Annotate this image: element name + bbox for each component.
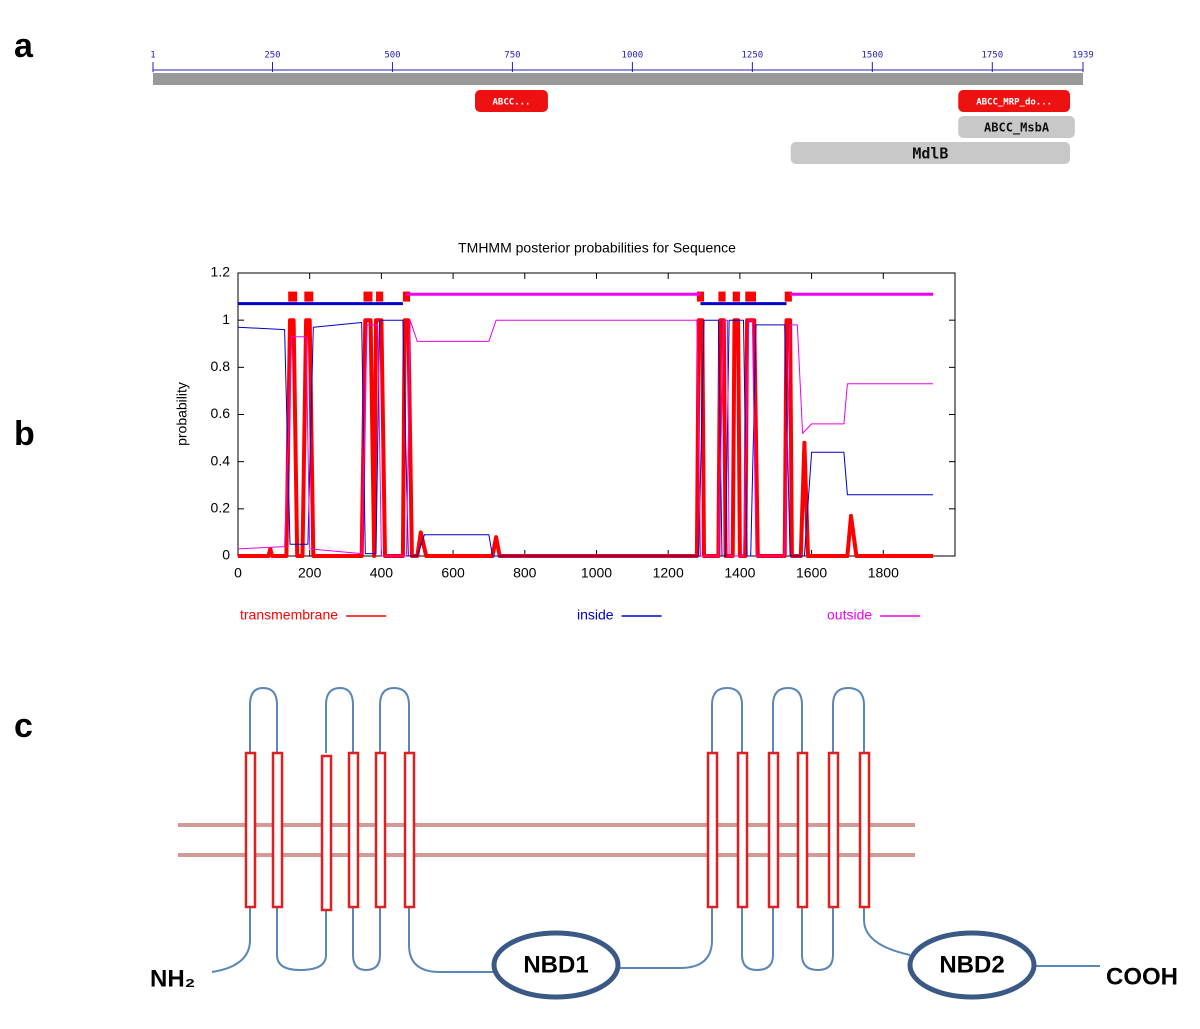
x-tick-label: 1600 xyxy=(796,565,827,581)
domain xyxy=(958,90,1071,112)
c-terminus-label: COOH xyxy=(1106,963,1178,990)
loops xyxy=(211,686,1100,973)
track-segment xyxy=(363,291,373,302)
loop xyxy=(249,686,278,753)
series-line xyxy=(237,319,934,557)
tick-label: 1 xyxy=(150,51,155,61)
tick-label: 250 xyxy=(264,51,280,61)
legend-label: transmembrane xyxy=(240,607,338,623)
tick-label: 500 xyxy=(384,51,400,61)
panel-label: a xyxy=(14,27,34,65)
track-segment xyxy=(376,291,384,302)
plot-frame xyxy=(237,272,956,557)
loop xyxy=(379,686,410,753)
x-tick-label: 1000 xyxy=(581,565,612,581)
y-tick-label: 0.6 xyxy=(211,405,231,421)
domain xyxy=(958,116,1075,138)
y-tick-label: 1 xyxy=(222,311,230,327)
x-tick-label: 200 xyxy=(298,565,322,581)
domain-label: MdlB xyxy=(912,145,948,163)
helices xyxy=(244,751,871,912)
y-tick-label: 0 xyxy=(222,547,230,563)
nbd-domain xyxy=(491,930,621,1000)
n-terminus-label: NH₂ xyxy=(150,965,195,992)
x-tick-label: 400 xyxy=(370,565,394,581)
loop xyxy=(276,907,327,972)
track-segment xyxy=(718,291,726,302)
track-segment xyxy=(402,291,411,302)
x-tick-label: 800 xyxy=(513,565,537,581)
tm-helix xyxy=(271,751,284,909)
tick-label: 750 xyxy=(504,51,520,61)
tick-label: 1500 xyxy=(861,51,883,61)
tmhmm-chart: TMHMM posterior probabilities for Sequen… xyxy=(174,240,956,623)
linker xyxy=(618,907,713,969)
linker xyxy=(408,907,494,973)
domain-label: ABCC_MsbA xyxy=(984,121,1050,136)
track-segment xyxy=(304,291,314,302)
loop xyxy=(801,907,834,972)
domain xyxy=(790,142,1071,164)
sequence-bar xyxy=(153,73,1083,85)
panel-label: c xyxy=(14,707,33,745)
x-tick-label: 600 xyxy=(441,565,465,581)
tm-helix xyxy=(706,751,719,909)
tm-helix xyxy=(736,751,749,909)
loop xyxy=(772,686,803,753)
x-tick-label: 1400 xyxy=(724,565,755,581)
y-tick-label: 0.8 xyxy=(211,358,231,374)
n-terminal-tail xyxy=(211,907,251,973)
chart-title: TMHMM posterior probabilities for Sequen… xyxy=(458,240,736,256)
tm-helix xyxy=(796,751,809,909)
y-tick-label: 0.4 xyxy=(211,452,231,468)
topology-diagram: NBD1 NBD2 NH₂ COOH xyxy=(150,686,1178,1000)
domain-label: ABCC... xyxy=(492,98,530,108)
track-segment xyxy=(732,291,740,302)
tm-helix xyxy=(403,751,416,909)
x-tick-label: 1200 xyxy=(653,565,684,581)
domain xyxy=(474,90,548,112)
panel-label: b xyxy=(14,415,35,453)
nbd-label: NBD1 xyxy=(523,951,588,978)
track-segment xyxy=(696,291,705,302)
tm-helix xyxy=(858,751,871,909)
x-tick-label: 1800 xyxy=(868,565,899,581)
y-axis-label: probability xyxy=(174,382,190,446)
track-segment xyxy=(745,291,757,302)
y-tick-label: 0.2 xyxy=(211,500,231,516)
tm-helix xyxy=(320,754,333,912)
tm-helix xyxy=(374,751,387,909)
loop xyxy=(741,907,774,972)
loop xyxy=(711,686,743,753)
linker xyxy=(863,907,911,956)
loop xyxy=(325,686,354,753)
y-tick-label: 1.2 xyxy=(211,264,231,280)
nbd-label: NBD2 xyxy=(939,951,1004,978)
tm-helix xyxy=(347,751,360,909)
series-line xyxy=(237,319,934,557)
legend-label: inside xyxy=(577,607,614,623)
tick-label: 1250 xyxy=(742,51,764,61)
series-line xyxy=(238,318,934,558)
track-segment xyxy=(784,291,792,302)
x-tick-label: 0 xyxy=(234,565,242,581)
tm-helix xyxy=(827,751,840,909)
tick-label: 1939 xyxy=(1072,51,1094,61)
tick-label: 1750 xyxy=(981,51,1003,61)
tick-label: 1000 xyxy=(622,51,644,61)
track-segment xyxy=(288,291,298,302)
tm-helix xyxy=(767,751,780,909)
loop xyxy=(832,686,865,753)
domain-label: ABCC_MRP_do... xyxy=(976,98,1052,108)
legend-label: outside xyxy=(827,607,872,623)
tm-helix xyxy=(244,751,257,909)
nbd-domain xyxy=(907,930,1037,1000)
loop xyxy=(352,907,381,972)
